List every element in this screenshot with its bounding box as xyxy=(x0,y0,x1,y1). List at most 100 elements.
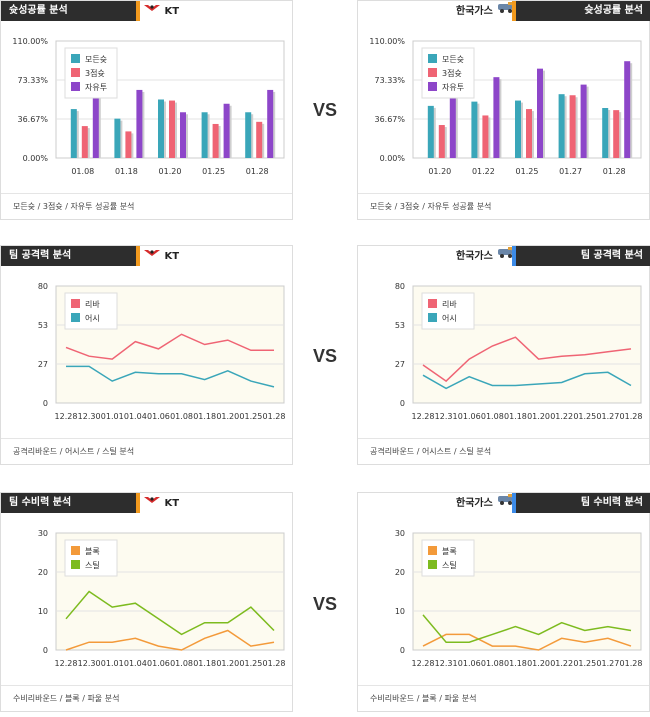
bar xyxy=(569,95,576,158)
legend-label: 모든슛 xyxy=(442,55,464,64)
shooting-chart-gas: 110.00% 73.33% 36.67% 0.00% 01.20 01.22 01.25 0… xyxy=(369,37,642,176)
x-tick-label: 01.27 xyxy=(596,412,619,421)
x-tick-label: 01.20 xyxy=(216,659,239,668)
header-accent xyxy=(512,493,516,513)
bar xyxy=(212,123,219,158)
bar xyxy=(92,88,99,158)
shooting-panel-kt: 슛성공률 분석 KT 110.00% 73.33% 36.67% 0.00% 01.08… xyxy=(0,0,293,220)
legend-label: 리바 xyxy=(85,299,100,309)
y-tick-label: 80 xyxy=(395,282,405,291)
legend-swatch xyxy=(71,82,80,91)
x-tick-label: 01.22 xyxy=(472,167,495,176)
legend-swatch xyxy=(71,299,80,308)
x-tick-label: 01.25 xyxy=(516,167,539,176)
gas-logo-icon xyxy=(496,246,516,266)
x-tick-label: 12.28 xyxy=(55,659,78,668)
team-name: KT xyxy=(164,6,180,17)
y-tick-label: 30 xyxy=(38,529,48,538)
legend-swatch xyxy=(428,560,437,569)
x-tick-label: 01.18 xyxy=(193,412,216,421)
legend-label: 자유투 xyxy=(442,83,464,92)
chart-caption: 모든슛 / 3점슛 / 자유투 성공률 분석 xyxy=(1,193,292,219)
series-line xyxy=(65,629,275,651)
chart-caption: 공격리바운드 / 어시스트 / 스틸 분석 xyxy=(358,438,649,464)
x-tick-label: 01.28 xyxy=(246,167,269,176)
team-name: 한국가스 xyxy=(456,251,493,262)
legend-label: 블록 xyxy=(85,546,100,556)
legend-label: 3점슛 xyxy=(85,68,105,78)
bar xyxy=(613,110,620,158)
team-label-kt: KT xyxy=(143,246,179,266)
chart-caption: 공격리바운드 / 어시스트 / 스틸 분석 xyxy=(1,438,292,464)
bar xyxy=(427,105,434,158)
y-tick-label: 0 xyxy=(43,399,48,408)
series-line xyxy=(422,614,632,643)
shooting-chart-kt: 110.00% 73.33% 36.67% 0.00% 01.08 01.18 01.20 0… xyxy=(12,37,285,176)
legend-swatch xyxy=(71,560,80,569)
series-line xyxy=(66,365,275,388)
y-tick-label: 73.33% xyxy=(374,76,405,85)
gas-logo-icon xyxy=(496,1,516,21)
legend-box xyxy=(64,292,118,330)
x-tick-label: 01.20 xyxy=(428,167,451,176)
team-name: 한국가스 xyxy=(456,498,493,509)
bar xyxy=(602,108,609,158)
gas-logo-icon xyxy=(496,493,516,513)
section-title: 팀 공격력 분석 xyxy=(1,246,136,266)
bar xyxy=(114,118,121,158)
x-tick-label: 12.30 xyxy=(78,659,101,668)
offense-panel-kt: 팀 공격력 분석 KT 80 53 27 0 12.28 12.30 01.01 01.04 0… xyxy=(0,245,293,465)
bar xyxy=(580,84,587,158)
bar xyxy=(256,121,263,158)
x-tick-label: 01.25 xyxy=(239,659,262,668)
x-tick-label: 01.25 xyxy=(573,412,596,421)
y-tick-label: 0.00% xyxy=(380,154,406,163)
y-tick-label: 27 xyxy=(38,360,48,369)
offense-panel-gas: 한국가스 팀 공격력 분석 80 53 27 0 12.28 12.31 01.06 01.0… xyxy=(357,245,650,465)
bar xyxy=(180,112,186,158)
kt-logo-icon xyxy=(143,246,161,266)
x-tick-label: 12.28 xyxy=(412,412,435,421)
x-tick-label: 12.30 xyxy=(78,412,101,421)
series-line xyxy=(65,333,274,360)
vs-label: VS xyxy=(313,346,338,366)
defense-panel-gas: 한국가스 팀 수비력 분석 30 20 10 0 12.28 12.31 01.06 01.0… xyxy=(357,492,650,712)
section-title: 슛성공률 분석 xyxy=(1,1,136,21)
legend-label: 모든슛 xyxy=(85,55,107,64)
y-tick-label: 110.00% xyxy=(12,37,48,46)
x-tick-label: 01.28 xyxy=(263,659,286,668)
legend-label: 어시 xyxy=(442,313,457,323)
legend-swatch xyxy=(71,54,80,63)
legend-label: 스틸 xyxy=(85,560,100,570)
series-line xyxy=(422,336,632,383)
x-tick-label: 01.27 xyxy=(596,659,619,668)
bar xyxy=(526,109,532,158)
bar xyxy=(158,99,164,158)
team-label-gas: 한국가스 xyxy=(456,246,516,266)
x-tick-label: 01.06 xyxy=(458,659,481,668)
legend-box xyxy=(421,539,475,577)
team-label-kt: KT xyxy=(143,1,179,21)
team-label-gas: 한국가스 xyxy=(456,493,516,513)
bar xyxy=(624,61,631,158)
x-tick-label: 01.25 xyxy=(573,659,596,668)
defense-panel-kt: 팀 수비력 분석 KT 30 20 10 0 12.28 12.30 01.01 01.04 0… xyxy=(0,492,293,712)
legend-label: 블록 xyxy=(442,546,457,556)
x-tick-label: 01.20 xyxy=(159,167,182,176)
header-accent xyxy=(136,246,140,266)
legend-label: 자유투 xyxy=(85,83,107,92)
team-name: 한국가스 xyxy=(456,6,493,17)
x-tick-label: 01.06 xyxy=(458,412,481,421)
x-tick-label: 12.31 xyxy=(435,659,458,668)
x-tick-label: 01.08 xyxy=(481,659,504,668)
bar xyxy=(449,92,456,158)
x-tick-label: 01.18 xyxy=(504,412,527,421)
bar xyxy=(558,94,565,158)
header-accent xyxy=(512,246,516,266)
chart-caption: 수비리바운드 / 블록 / 파울 분석 xyxy=(358,685,649,711)
